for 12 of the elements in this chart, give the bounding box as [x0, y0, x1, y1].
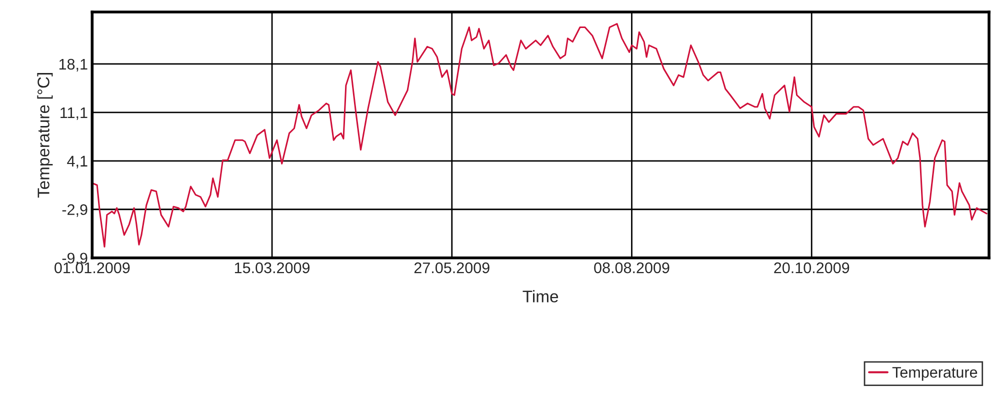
y-tick-label: -2,9 — [62, 204, 88, 217]
y-axis-title: Temperature [°C] — [37, 73, 53, 198]
y-tick-label: 4,1 — [67, 156, 88, 168]
line-series — [92, 23, 988, 248]
y-tick-label: 18,1 — [59, 58, 88, 72]
x-tick-label: 27.05.2009 — [414, 262, 490, 274]
x-tick-label: 15.03.2009 — [234, 262, 310, 274]
legend-label: Temperature — [892, 367, 978, 381]
x-tick-label: 08.08.2009 — [594, 262, 670, 274]
y-tick-label: 11,1 — [60, 107, 88, 120]
x-tick-label: 20.10.2009 — [774, 262, 850, 274]
x-axis-title: Time — [522, 290, 558, 302]
